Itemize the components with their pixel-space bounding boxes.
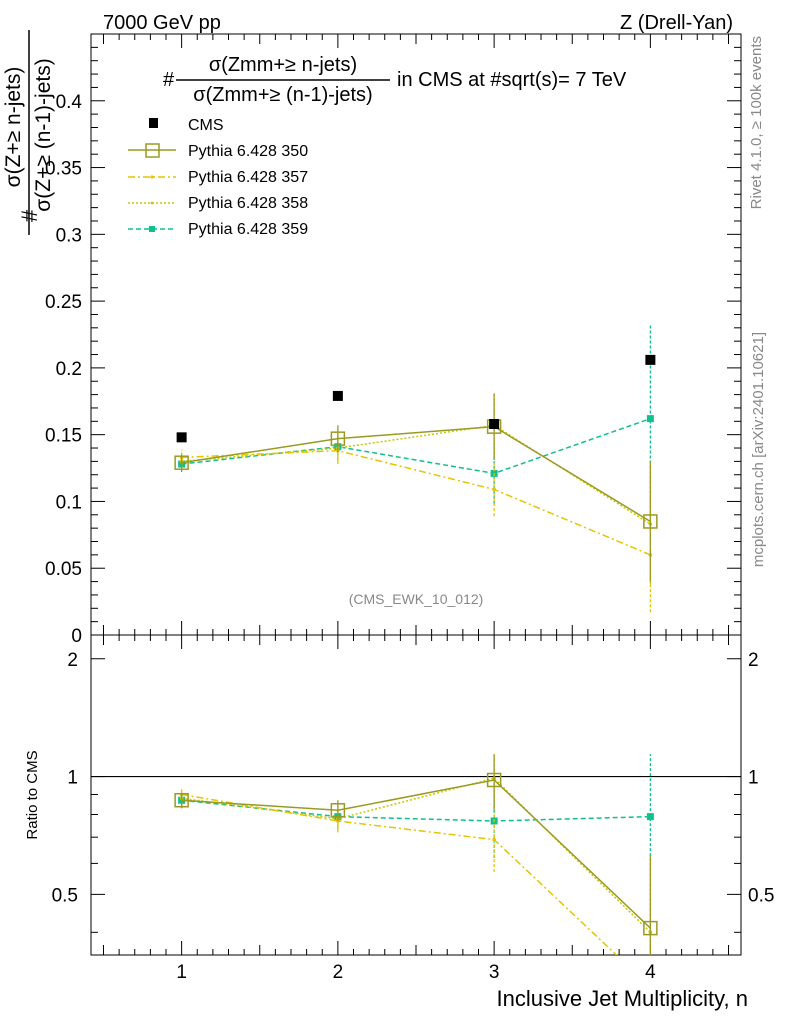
ratio-line-p350 — [181, 779, 651, 929]
y-tick-label: 0.05 — [45, 559, 82, 580]
cms-data-point — [176, 432, 187, 443]
ratio-ylabel: Ratio to CMS — [24, 750, 41, 839]
x-tick-label: 4 — [645, 962, 656, 983]
header-right: Z (Drell-Yan) — [620, 12, 733, 34]
marker-p350 — [486, 772, 502, 788]
ratio-series-layer — [174, 754, 658, 955]
series-line-p357 — [181, 449, 651, 556]
legend: CMS Pythia 6.428 350 Pythia 6.428 357 Py… — [128, 117, 308, 238]
ratio-axis-ticks: 1 2 3 4 0.5 0.5 1 1 2 2 — [52, 635, 774, 983]
title-denominator: σ(Zmm+≥ (n-1)-jets) — [193, 84, 372, 106]
legend-marker-357 — [150, 175, 154, 179]
title-suffix: in CMS at #sqrt(s)= 7 TeV — [397, 69, 627, 91]
y-tick-label: 0 — [71, 626, 82, 647]
ylabel-denominator: σ(Z+≥ (n-1)-jets) — [32, 58, 55, 211]
ratio-y-tick-label-left: 1 — [67, 768, 78, 789]
y-tick-label: 0.1 — [56, 492, 82, 513]
header-left: 7000 GeV pp — [103, 12, 221, 34]
y-tick-label: 0.3 — [56, 225, 82, 246]
y-axis-label: # σ(Z+≥ n-jets) σ(Z+≥ (n-1)-jets) — [2, 30, 55, 235]
ratio-y-tick-label-left: 0.5 — [52, 885, 78, 906]
main-axis-ticks: 0 0.05 0.1 0.15 0.2 0.25 0.3 0.35 0.4 — [45, 33, 741, 647]
legend-marker-cms — [149, 118, 158, 128]
cms-data-point — [489, 418, 500, 429]
ratio-y-tick-label-right: 0.5 — [748, 885, 774, 906]
legend-label-359: Pythia 6.428 359 — [188, 221, 308, 238]
mcplots-label: mcplots.cern.ch [arXiv:2401.10621] — [750, 332, 767, 567]
x-tick-label: 3 — [489, 962, 500, 983]
ratio-line-p357 — [181, 793, 618, 955]
title-numerator: σ(Zmm+≥ n-jets) — [209, 54, 357, 76]
marker-p350 — [330, 803, 346, 818]
y-tick-label: 0.25 — [45, 292, 82, 313]
marker-p357 — [492, 487, 496, 492]
x-tick-label: 2 — [333, 962, 344, 983]
ratio-y-tick-label-right: 2 — [748, 650, 759, 671]
marker-p350 — [643, 514, 658, 529]
rivet-label: Rivet 4.1.0, ≥ 100k events — [748, 36, 765, 209]
analysis-watermark: (CMS_EWK_10_012) — [349, 591, 484, 607]
ratio-line-p359 — [181, 799, 651, 822]
plot-title: # σ(Zmm+≥ n-jets) σ(Zmm+≥ (n-1)-jets) in… — [163, 54, 627, 106]
marker-p359 — [646, 415, 654, 423]
marker-p350 — [643, 920, 658, 936]
marker-p357 — [492, 837, 496, 842]
marker-p350 — [330, 431, 346, 446]
ratio-y-tick-label-left: 2 — [67, 650, 78, 671]
y-tick-label: 0.4 — [56, 92, 83, 113]
cms-data-point — [332, 390, 343, 401]
y-tick-label: 0.2 — [56, 359, 82, 380]
x-axis-label: Inclusive Jet Multiplicity, n — [497, 986, 748, 1011]
y-tick-label: 0.35 — [45, 159, 82, 180]
marker-p350 — [174, 455, 189, 470]
legend-label-350: Pythia 6.428 350 — [188, 143, 308, 160]
ylabel-numerator: σ(Z+≥ n-jets) — [2, 67, 25, 188]
marker-p350 — [174, 792, 189, 808]
ratio-line-p358 — [181, 777, 651, 933]
series-line-p358 — [181, 424, 651, 525]
legend-label-358: Pythia 6.428 358 — [188, 195, 308, 212]
legend-marker-359 — [149, 226, 155, 232]
y-tick-label: 0.15 — [45, 426, 82, 447]
cms-data-point — [645, 354, 656, 365]
series-line-p350 — [181, 425, 651, 523]
title-prefix: # — [163, 69, 175, 91]
legend-marker-350 — [145, 143, 160, 158]
legend-marker-358 — [150, 201, 154, 205]
series-line-p359 — [181, 417, 651, 475]
main-series-layer — [174, 323, 658, 613]
legend-label-357: Pythia 6.428 357 — [188, 169, 308, 186]
x-tick-label: 1 — [176, 962, 187, 983]
legend-label-cms: CMS — [188, 117, 224, 134]
ratio-y-tick-label-right: 1 — [748, 768, 759, 789]
marker-p359 — [646, 813, 654, 821]
